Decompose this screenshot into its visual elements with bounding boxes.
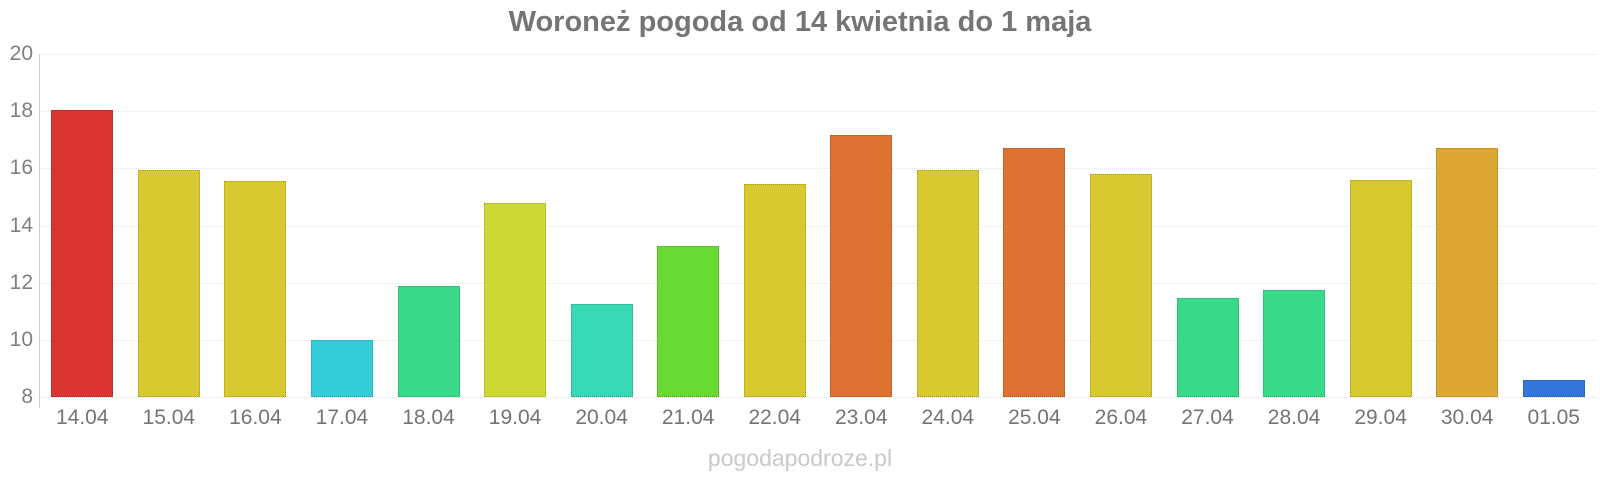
x-tick-label-30.04: 30.04 [1440, 406, 1494, 429]
bar-22.04[interactable] [743, 184, 806, 397]
x-tick-label-24.04: 24.04 [921, 406, 975, 429]
bar-19.04[interactable] [484, 202, 547, 397]
y-tick-label-18: 18 [9, 99, 33, 123]
x-tick-label-28.04: 28.04 [1267, 406, 1321, 429]
y-tick-label-14: 14 [9, 213, 33, 237]
bar-18.04[interactable] [397, 285, 460, 397]
watermark: pogodapodroze.pl [707, 445, 893, 471]
bar-15.04[interactable] [137, 169, 200, 397]
bar-16.04[interactable] [224, 181, 287, 397]
y-tick-label-8: 8 [21, 385, 33, 408]
x-tick-label-26.04: 26.04 [1094, 406, 1148, 429]
x-tick-label-19.04: 19.04 [488, 406, 542, 429]
x-tick-label-14.04: 14.04 [55, 406, 109, 429]
bar-01.05[interactable] [1522, 379, 1585, 397]
x-tick-label-16.04: 16.04 [229, 406, 282, 429]
x-tick-label-18.04: 18.04 [402, 406, 455, 429]
y-tick-label-12: 12 [9, 270, 33, 294]
x-tick-label-22.04: 22.04 [748, 406, 801, 429]
bar-24.04[interactable] [916, 169, 979, 397]
x-tick-label-29.04: 29.04 [1354, 406, 1407, 429]
gridline-y-12 [39, 282, 1597, 284]
y-tick-label-20: 20 [9, 42, 33, 65]
gridline-y-20 [39, 54, 1597, 55]
bar-14.04[interactable] [51, 109, 114, 397]
x-tick-label-21.04: 21.04 [661, 406, 715, 429]
bar-29.04[interactable] [1349, 179, 1412, 397]
bar-23.04[interactable] [830, 135, 893, 397]
x-tick-label-15.04: 15.04 [142, 406, 196, 429]
x-tick-label-25.04: 25.04 [1008, 406, 1061, 429]
gridline-y-16 [39, 168, 1597, 170]
x-tick-label-27.04: 27.04 [1181, 406, 1234, 429]
gridline-y-14 [39, 225, 1597, 227]
bar-28.04[interactable] [1263, 289, 1326, 397]
gridline-y-10 [39, 339, 1597, 341]
bar-17.04[interactable] [310, 339, 373, 397]
gridline-y-8 [39, 397, 1597, 398]
y-tick-label-16: 16 [9, 156, 33, 180]
x-tick-label-17.04: 17.04 [315, 406, 369, 429]
y-axis-line [39, 54, 40, 408]
bar-20.04[interactable] [570, 304, 633, 397]
y-tick-label-10: 10 [9, 327, 33, 351]
chart-title: Woroneż pogoda od 14 kwietnia do 1 maja [508, 6, 1092, 38]
bar-26.04[interactable] [1089, 174, 1152, 397]
bar-21.04[interactable] [657, 245, 720, 397]
x-tick-label-23.04: 23.04 [834, 406, 888, 429]
bar-30.04[interactable] [1436, 148, 1499, 397]
gridline-y-18 [39, 111, 1597, 113]
bar-27.04[interactable] [1176, 298, 1239, 397]
x-tick-label-20.04: 20.04 [575, 406, 628, 429]
bar-25.04[interactable] [1003, 148, 1066, 397]
x-tick-label-01.05: 01.05 [1527, 406, 1580, 429]
